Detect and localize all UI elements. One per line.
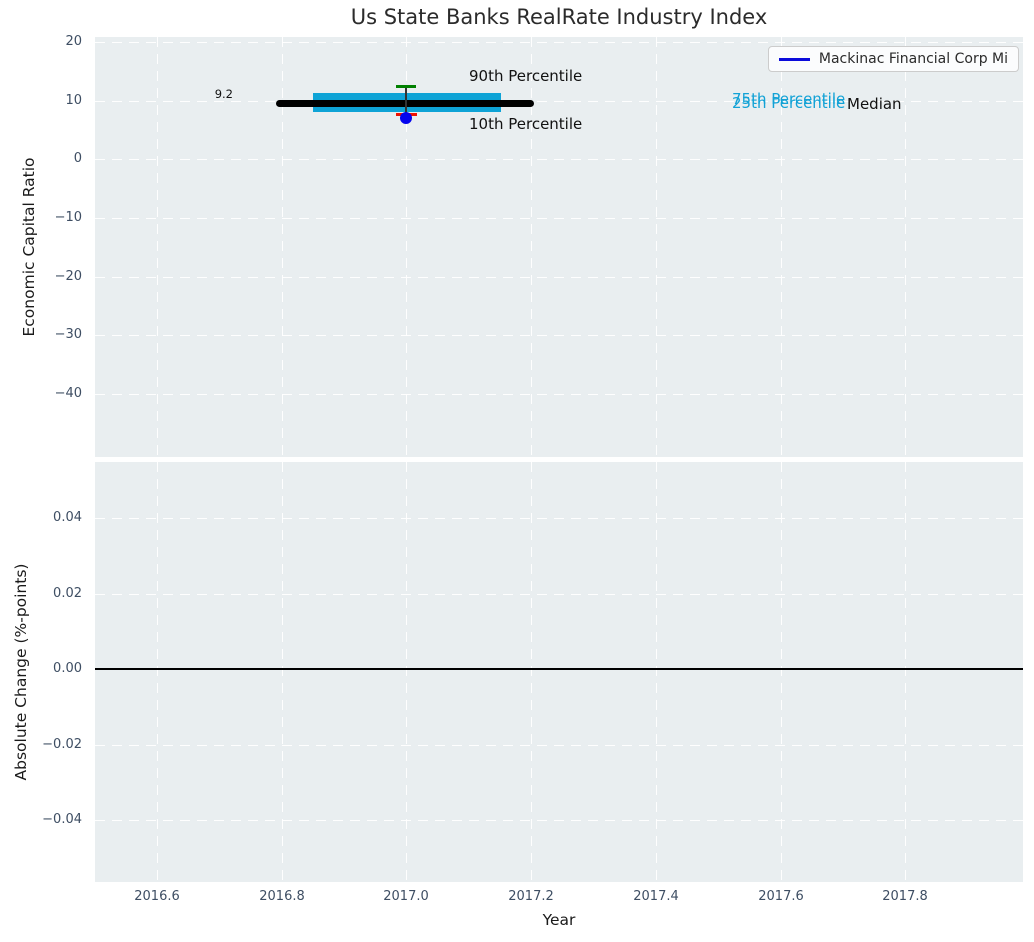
p75-label: 75th Percentile <box>732 90 846 108</box>
gridline <box>282 462 283 882</box>
company-data-point <box>400 112 412 124</box>
gridline <box>531 462 532 882</box>
gridline <box>781 462 782 882</box>
y-tick-label: 0.02 <box>53 586 82 601</box>
x-tick-label: 2017.4 <box>633 889 679 904</box>
p90-whisker-cap <box>396 85 416 88</box>
gridline <box>95 101 1023 102</box>
gridline <box>905 462 906 882</box>
bottom-plot-area <box>95 462 1023 882</box>
p25-label: 25th Percentile <box>732 94 846 112</box>
y-tick-label: 0.00 <box>53 661 82 676</box>
x-tick-label: 2016.8 <box>259 889 305 904</box>
y-tick-label: 0 <box>73 151 82 166</box>
gridline <box>656 37 657 457</box>
gridline <box>95 277 1023 278</box>
gridline <box>95 159 1023 160</box>
zero-baseline <box>95 668 1023 670</box>
x-tick-label: 2016.6 <box>134 889 180 904</box>
y-tick-label: 20 <box>65 34 82 49</box>
p90-label: 90th Percentile <box>469 67 583 85</box>
top-y-axis-label: Economic Capital Ratio <box>20 157 38 337</box>
gridline <box>95 518 1023 519</box>
gridline <box>95 394 1023 395</box>
chart-title: Us State Banks RealRate Industry Index <box>350 5 768 29</box>
gridline <box>406 37 407 457</box>
gridline <box>95 218 1023 219</box>
y-tick-label: 0.04 <box>53 510 82 525</box>
gridline <box>95 335 1023 336</box>
gridline <box>95 745 1023 746</box>
gridline <box>95 42 1023 43</box>
median-label: Median <box>847 95 902 113</box>
gridline <box>905 37 906 457</box>
whisker-line <box>405 86 407 117</box>
median-value-label: 9.2 <box>214 87 233 101</box>
legend: Mackinac Financial Corp Mi <box>767 46 1019 72</box>
y-tick-label: −40 <box>54 386 82 401</box>
legend-entry-label: Mackinac Financial Corp Mi <box>818 51 1008 67</box>
gridline <box>95 594 1023 595</box>
y-tick-label: −0.02 <box>42 737 82 752</box>
x-tick-label: 2017.6 <box>758 889 804 904</box>
y-tick-label: 10 <box>65 93 82 108</box>
y-tick-label: −20 <box>54 269 82 284</box>
y-tick-label: −0.04 <box>42 812 82 827</box>
legend-line-swatch-icon <box>778 57 810 61</box>
gridline <box>157 37 158 457</box>
gridline <box>656 462 657 882</box>
gridline <box>95 820 1023 821</box>
y-tick-label: −30 <box>54 327 82 342</box>
y-tick-label: −10 <box>54 210 82 225</box>
gridline <box>406 462 407 882</box>
x-tick-label: 2017.8 <box>882 889 928 904</box>
x-tick-label: 2017.0 <box>383 889 429 904</box>
gridline <box>282 37 283 457</box>
p10-label: 10th Percentile <box>469 115 583 133</box>
gridline <box>531 37 532 457</box>
top-plot-area: 9.2 90th Percentile 10th Percentile 75th… <box>95 37 1023 457</box>
gridline <box>781 37 782 457</box>
x-axis-label: Year <box>542 911 576 929</box>
gridline <box>157 462 158 882</box>
bottom-y-axis-label: Absolute Change (%-points) <box>12 563 30 781</box>
x-tick-label: 2017.2 <box>508 889 554 904</box>
